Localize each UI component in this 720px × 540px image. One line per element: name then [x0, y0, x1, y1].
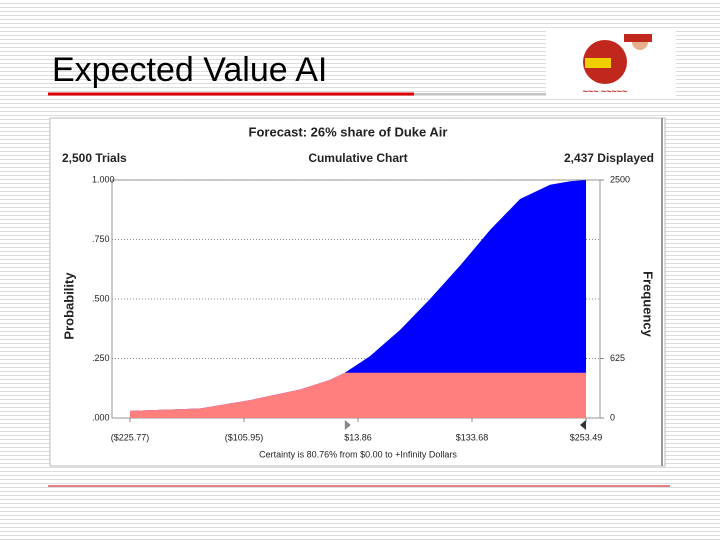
y-axis-label: Probability [61, 272, 76, 340]
y2-tick-label: 0 [610, 412, 615, 422]
x-tick-label: $13.86 [344, 432, 372, 442]
y2-axis-label: Frequency [641, 271, 656, 338]
below-certainty-area [130, 372, 586, 418]
trials: 2,500 Trials [62, 151, 127, 165]
chart-title: Forecast: 26% share of Duke Air [249, 124, 448, 139]
certainty-footer: Certainty is 80.76% from $0.00 to +Infin… [259, 449, 457, 459]
x-tick-label: $253.49 [570, 432, 603, 442]
y-tick-label: .000 [92, 412, 110, 422]
slide-title: Expected Value AI [52, 51, 327, 89]
y-tick-label: 1.000 [92, 174, 115, 184]
displayed: 2,437 Displayed [564, 151, 654, 165]
svg-text:~~~ ~~~~~: ~~~ ~~~~~ [583, 86, 628, 96]
x-tick-label: ($225.77) [111, 432, 150, 442]
certainty-grabber-right [580, 420, 586, 430]
y-tick-label: .750 [92, 234, 110, 244]
y2-tick-label: 625 [610, 353, 625, 363]
plot: .000 .250 .500 .750 1.000 0 625 2500 ($225.77) ($… [92, 174, 630, 442]
y-tick-label: .250 [92, 353, 110, 363]
cumulative-area [130, 180, 586, 418]
x-tick-label: ($105.95) [225, 432, 264, 442]
y-tick-label: .500 [92, 293, 110, 303]
chart-subtitle: Cumulative Chart [308, 151, 407, 165]
certainty-grabber-left [344, 420, 351, 430]
y2-tick-label: 2500 [610, 174, 630, 184]
x-tick-label: $133.68 [456, 432, 489, 442]
logo: ~~~ ~~~~~ [546, 30, 676, 96]
